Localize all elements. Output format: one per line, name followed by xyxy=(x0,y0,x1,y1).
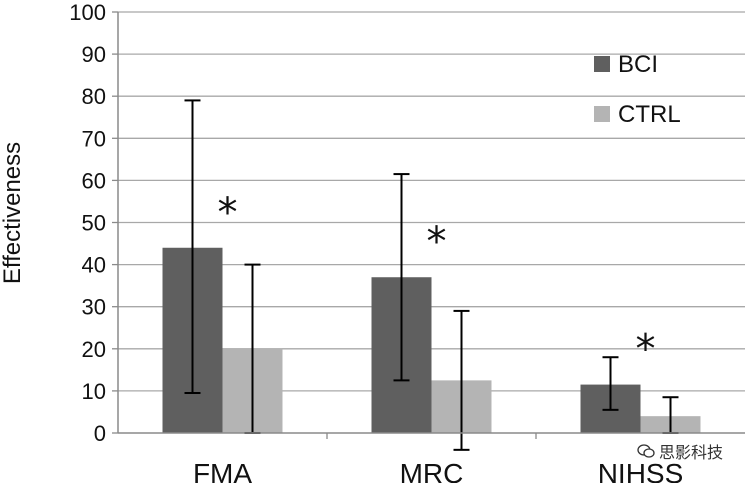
y-tick-label: 80 xyxy=(82,84,106,109)
wechat-icon xyxy=(637,444,655,458)
significance-markers: * * * xyxy=(218,190,656,373)
error-bars xyxy=(184,99,679,451)
y-tick-label: 90 xyxy=(82,42,106,67)
legend-label-bci: BCI xyxy=(618,51,658,78)
category-labels: FMA MRC NIHSS xyxy=(193,458,683,483)
significance-star: * xyxy=(636,327,656,373)
y-tick-label: 50 xyxy=(82,211,106,236)
y-axis-title: Effectiveness xyxy=(0,142,26,284)
significance-star: * xyxy=(218,190,238,236)
significance-star: * xyxy=(427,219,447,265)
legend-swatch-ctrl xyxy=(594,106,610,122)
category-label: MRC xyxy=(400,458,464,483)
y-tick-labels: 0 10 20 30 40 50 60 70 80 90 100 xyxy=(69,0,106,446)
legend-swatch-bci xyxy=(594,56,610,72)
watermark: 思影科技 xyxy=(637,439,723,463)
category-label: NIHSS xyxy=(598,458,684,483)
y-tick-label: 60 xyxy=(82,168,106,193)
bars xyxy=(162,247,701,433)
y-tick-label: 20 xyxy=(82,337,106,362)
y-tick-label: 30 xyxy=(82,295,106,320)
legend-label-ctrl: CTRL xyxy=(618,101,681,128)
category-label: FMA xyxy=(193,458,252,483)
y-tick-label: 40 xyxy=(82,253,106,278)
legend: BCI CTRL xyxy=(594,51,681,128)
axes xyxy=(112,11,745,439)
y-tick-label: 100 xyxy=(69,0,106,25)
y-tick-label: 10 xyxy=(82,379,106,404)
y-tick-label: 0 xyxy=(94,421,106,446)
watermark-text: 思影科技 xyxy=(658,443,723,462)
y-tick-label: 70 xyxy=(82,126,106,151)
